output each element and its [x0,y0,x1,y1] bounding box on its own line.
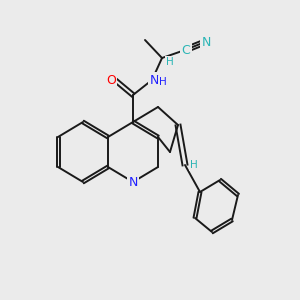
Text: C: C [182,44,190,56]
Text: N: N [201,35,211,49]
Text: N: N [128,176,138,188]
Text: O: O [106,74,116,86]
Text: H: H [159,77,167,87]
Text: N: N [149,74,159,86]
Text: H: H [166,57,174,67]
Text: H: H [190,160,198,170]
